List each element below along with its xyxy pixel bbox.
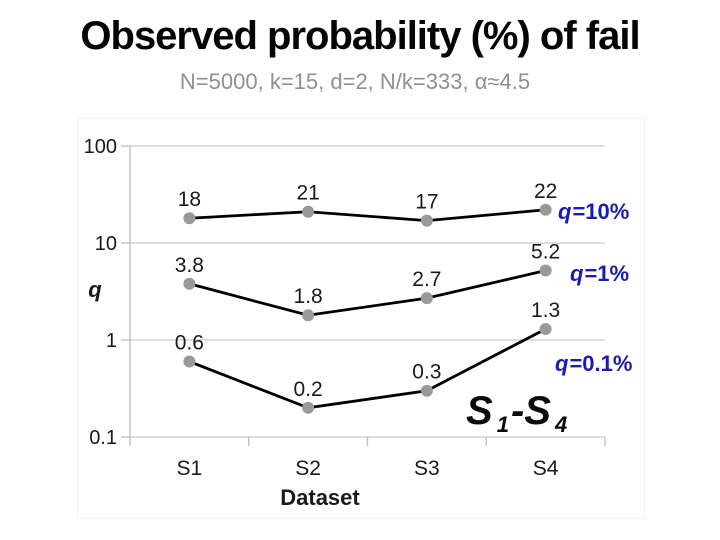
annotation-s1-s4: S 1-S 4 <box>466 389 567 437</box>
data-label: 2.7 <box>412 268 441 291</box>
series-legend-label: q=0.1% <box>555 351 632 376</box>
data-point-marker <box>183 355 196 368</box>
data-label: 21 <box>296 182 319 205</box>
data-label: 0.6 <box>175 332 204 355</box>
x-category-label: S3 <box>414 457 440 480</box>
data-label: 17 <box>415 191 438 214</box>
y-tick-label: 0.1 <box>89 427 117 449</box>
y-tick-label: 1 <box>106 330 117 352</box>
y-axis-title: q <box>88 277 102 302</box>
data-label: 18 <box>178 188 201 211</box>
x-category-label: S2 <box>295 457 321 480</box>
data-label: 3.8 <box>175 254 204 277</box>
data-point-marker <box>183 212 196 225</box>
y-tick-label: 100 <box>84 136 117 158</box>
data-point-marker <box>539 322 552 335</box>
data-point-marker <box>420 384 433 397</box>
data-label: 0.2 <box>294 378 323 401</box>
x-category-label: S4 <box>533 457 559 480</box>
data-point-marker <box>420 214 433 227</box>
data-label: 5.2 <box>531 241 560 264</box>
data-point-marker <box>302 309 315 322</box>
slide-subtitle: N=5000, k=15, d=2, N/k=333, α≈4.5 <box>179 69 531 94</box>
chart-area <box>77 118 645 519</box>
x-category-label: S1 <box>177 457 203 480</box>
data-label: 0.3 <box>412 361 441 384</box>
data-label: 22 <box>534 180 557 203</box>
data-point-marker <box>539 264 552 277</box>
x-axis-title: Dataset <box>280 485 360 510</box>
series-line <box>189 269 546 317</box>
data-point-marker <box>539 203 552 216</box>
y-tick-label: 10 <box>95 233 117 255</box>
series-legend-label: q=1% <box>570 261 629 286</box>
series-line <box>189 208 546 223</box>
series-legend-label: q=10% <box>558 199 629 224</box>
series-line <box>188 327 547 410</box>
data-point-marker <box>302 205 315 218</box>
data-label: 1.8 <box>294 285 323 308</box>
data-label: 1.3 <box>531 299 560 322</box>
data-point-marker <box>183 277 196 290</box>
data-point-marker <box>420 292 433 305</box>
data-point-marker <box>302 401 315 414</box>
slide-title: Observed probability (%) of fail <box>80 14 640 58</box>
